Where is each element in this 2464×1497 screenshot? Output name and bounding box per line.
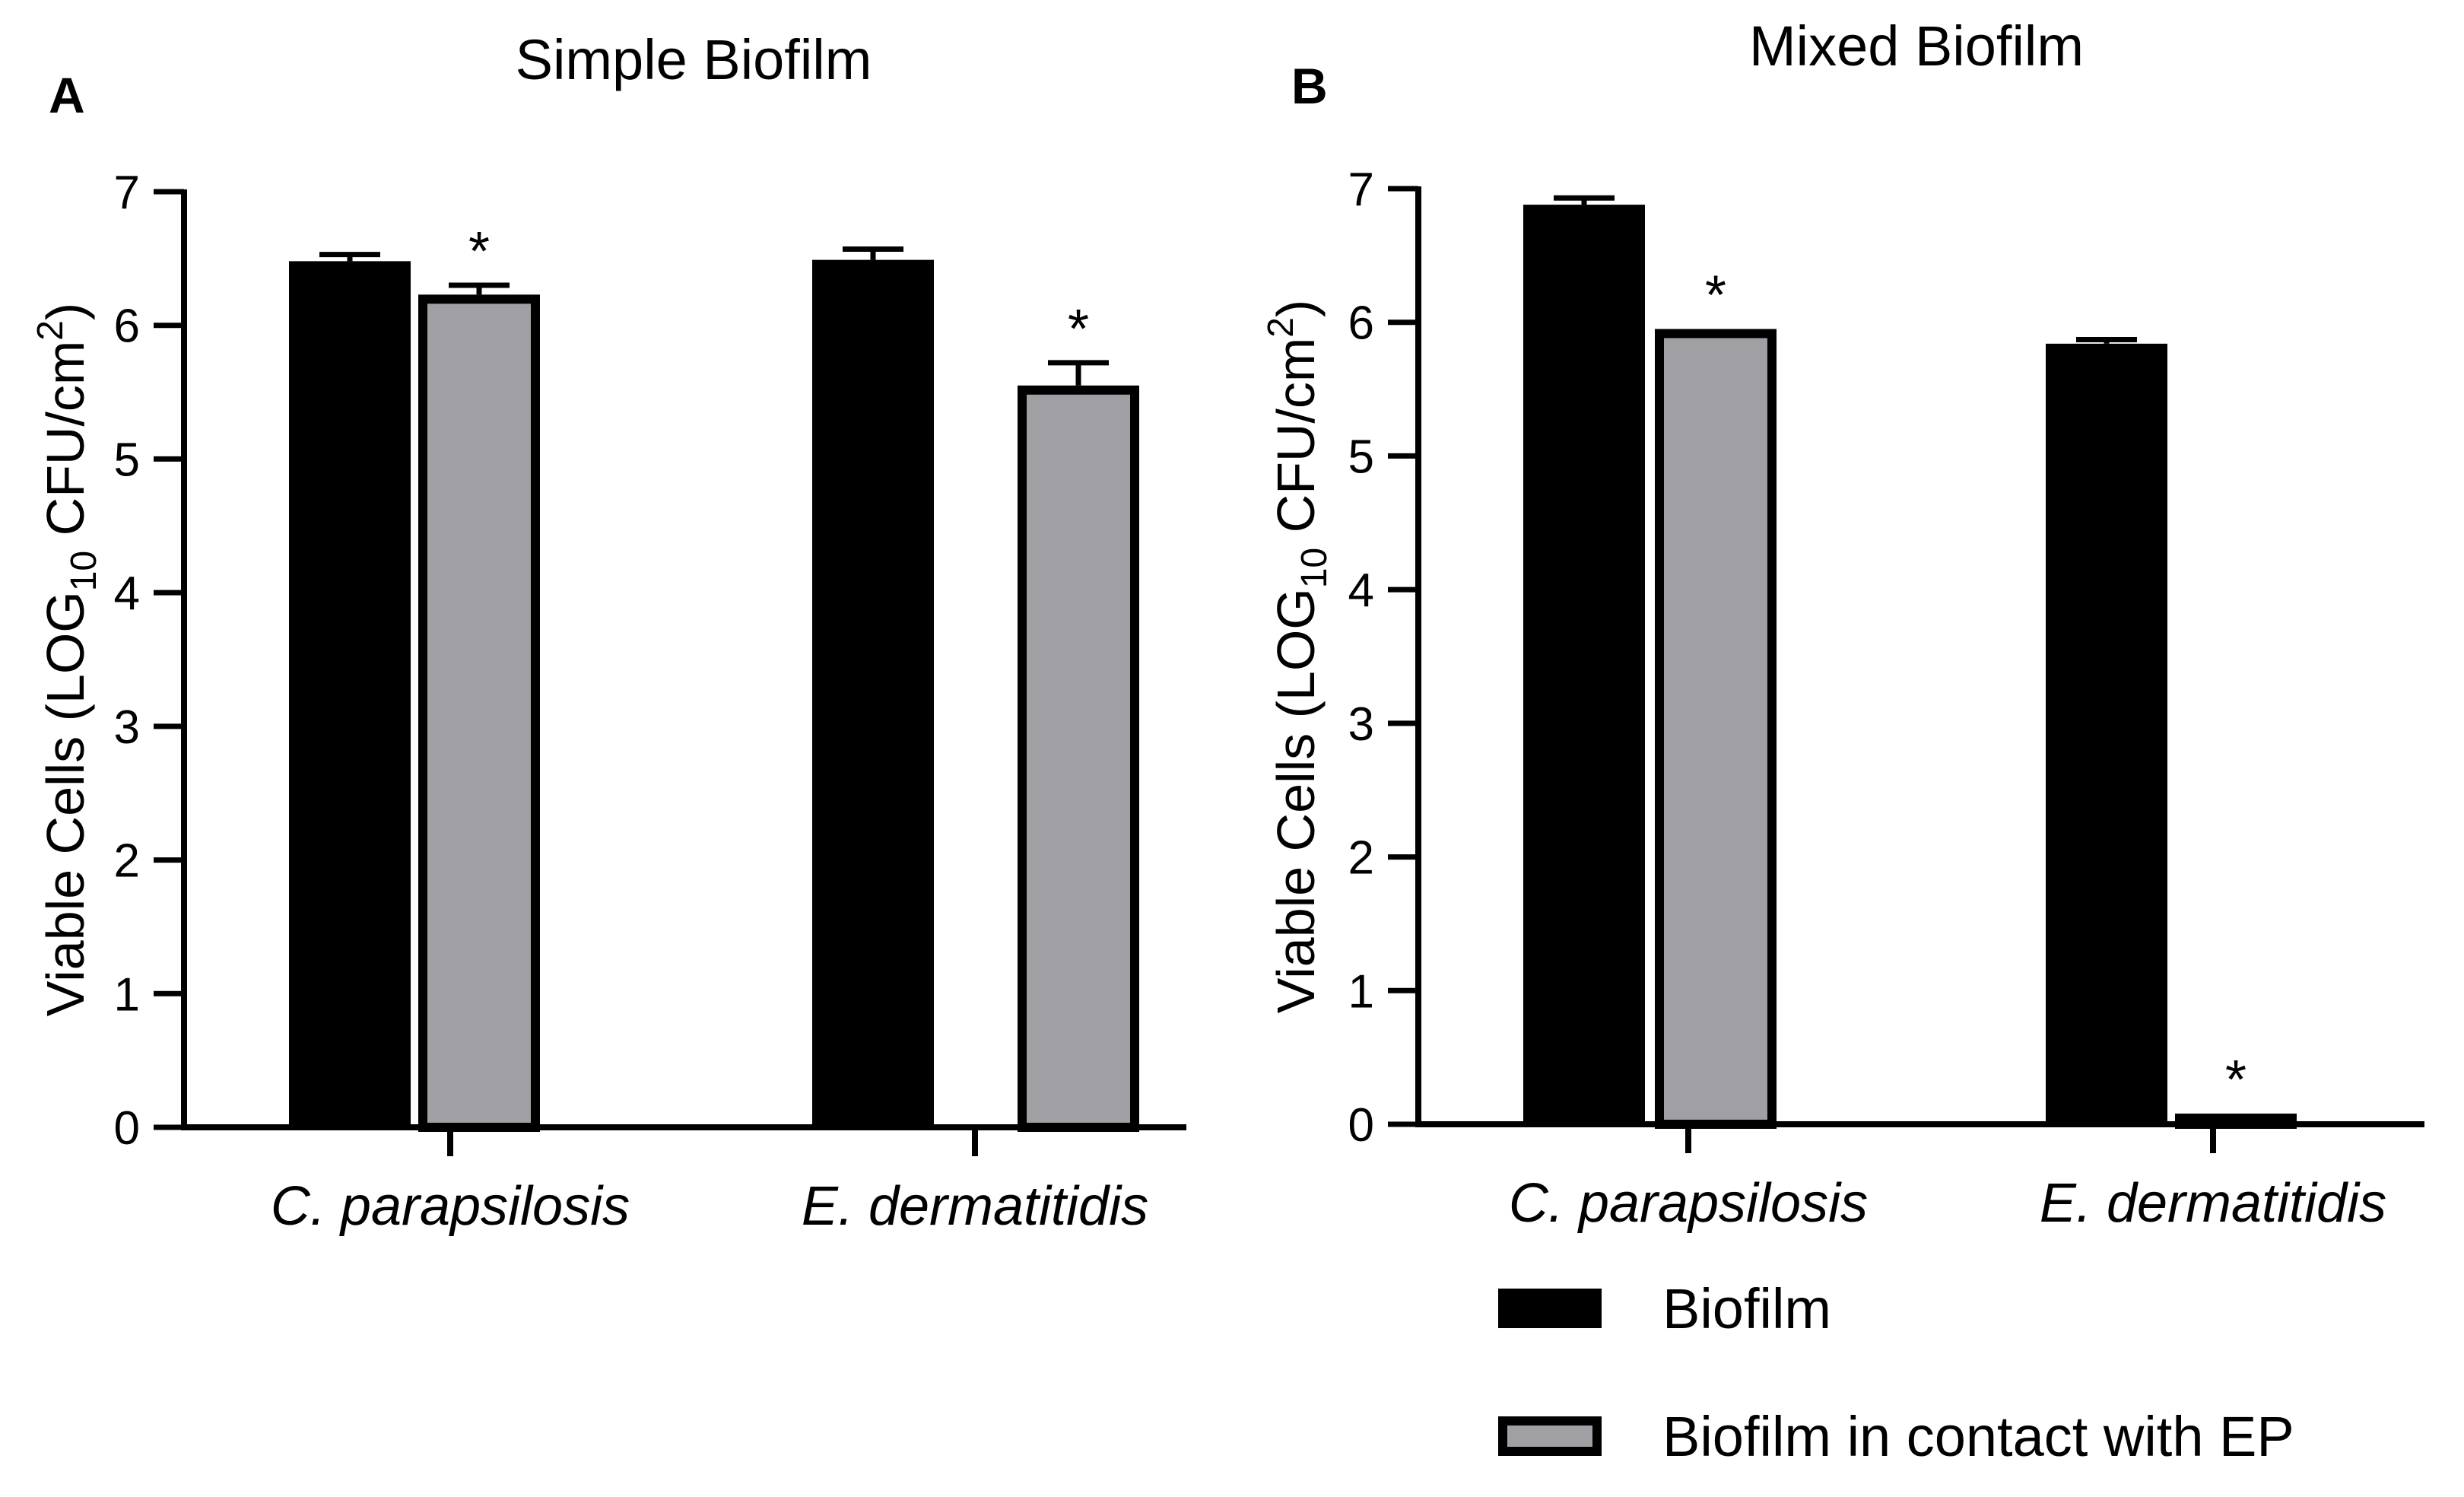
y-tick-label: 0 xyxy=(114,1102,140,1155)
y-tick-label: 3 xyxy=(1348,698,1374,751)
legend: Biofilm Biofilm in contact with EP xyxy=(1498,1277,2294,1468)
bar xyxy=(1018,385,1139,1132)
bar xyxy=(1523,205,1645,1125)
y-tick-label: 5 xyxy=(114,434,140,486)
y-tick-label: 2 xyxy=(114,835,140,888)
y-tick-label: 7 xyxy=(1348,164,1374,216)
significance-marker: * xyxy=(1068,299,1089,360)
y-tick-label: 3 xyxy=(114,701,140,754)
y-tick-label: 1 xyxy=(1348,965,1374,1018)
legend-swatch xyxy=(1498,1416,1602,1456)
chart-title: Mixed Biofilm xyxy=(1749,14,2084,78)
y-tick-label: 2 xyxy=(1348,832,1374,885)
bar xyxy=(1655,329,1777,1129)
category-label: E. dermatitidis xyxy=(2040,1173,2386,1234)
bar xyxy=(289,261,411,1127)
category-label: C. parapsilosis xyxy=(271,1176,630,1237)
legend-swatch xyxy=(1498,1289,1602,1328)
chart-title: Simple Biofilm xyxy=(516,28,872,91)
category-label: C. parapsilosis xyxy=(1509,1173,1868,1234)
bar xyxy=(418,294,540,1132)
legend-label: Biofilm in contact with EP xyxy=(1662,1405,2294,1468)
bar xyxy=(2175,1113,2297,1130)
y-tick-label: 6 xyxy=(114,300,140,353)
significance-marker: * xyxy=(1705,265,1726,326)
panel-letter: A xyxy=(49,67,85,123)
y-tick-label: 4 xyxy=(1348,564,1374,617)
y-tick-label: 5 xyxy=(1348,431,1374,483)
y-axis-label: Viable Cells (LOG10 CFU/cm2) xyxy=(30,303,104,1016)
y-tick-label: 0 xyxy=(1348,1099,1374,1152)
y-tick-label: 4 xyxy=(114,567,140,620)
significance-marker: * xyxy=(468,221,490,282)
legend-label: Biofilm xyxy=(1662,1277,1831,1340)
y-tick-label: 7 xyxy=(114,167,140,219)
panel-B: B Mixed Biofilm 0 1 2 3 4 5 6 7 Viable Cells (LOG1… xyxy=(1261,14,2424,1234)
y-tick-label: 6 xyxy=(1348,297,1374,350)
bar xyxy=(812,259,934,1128)
y-axis-label: Viable Cells (LOG10 CFU/cm2) xyxy=(1261,300,1335,1013)
panel-letter: B xyxy=(1291,58,1328,114)
category-label: E. dermatitidis xyxy=(802,1176,1148,1237)
panel-A: A Simple Biofilm 0 1 2 3 4 5 6 7 Viable Cells (LOG… xyxy=(30,28,1186,1237)
bar xyxy=(2046,343,2167,1124)
y-tick-label: 1 xyxy=(114,968,140,1021)
significance-marker: * xyxy=(2225,1050,2246,1111)
